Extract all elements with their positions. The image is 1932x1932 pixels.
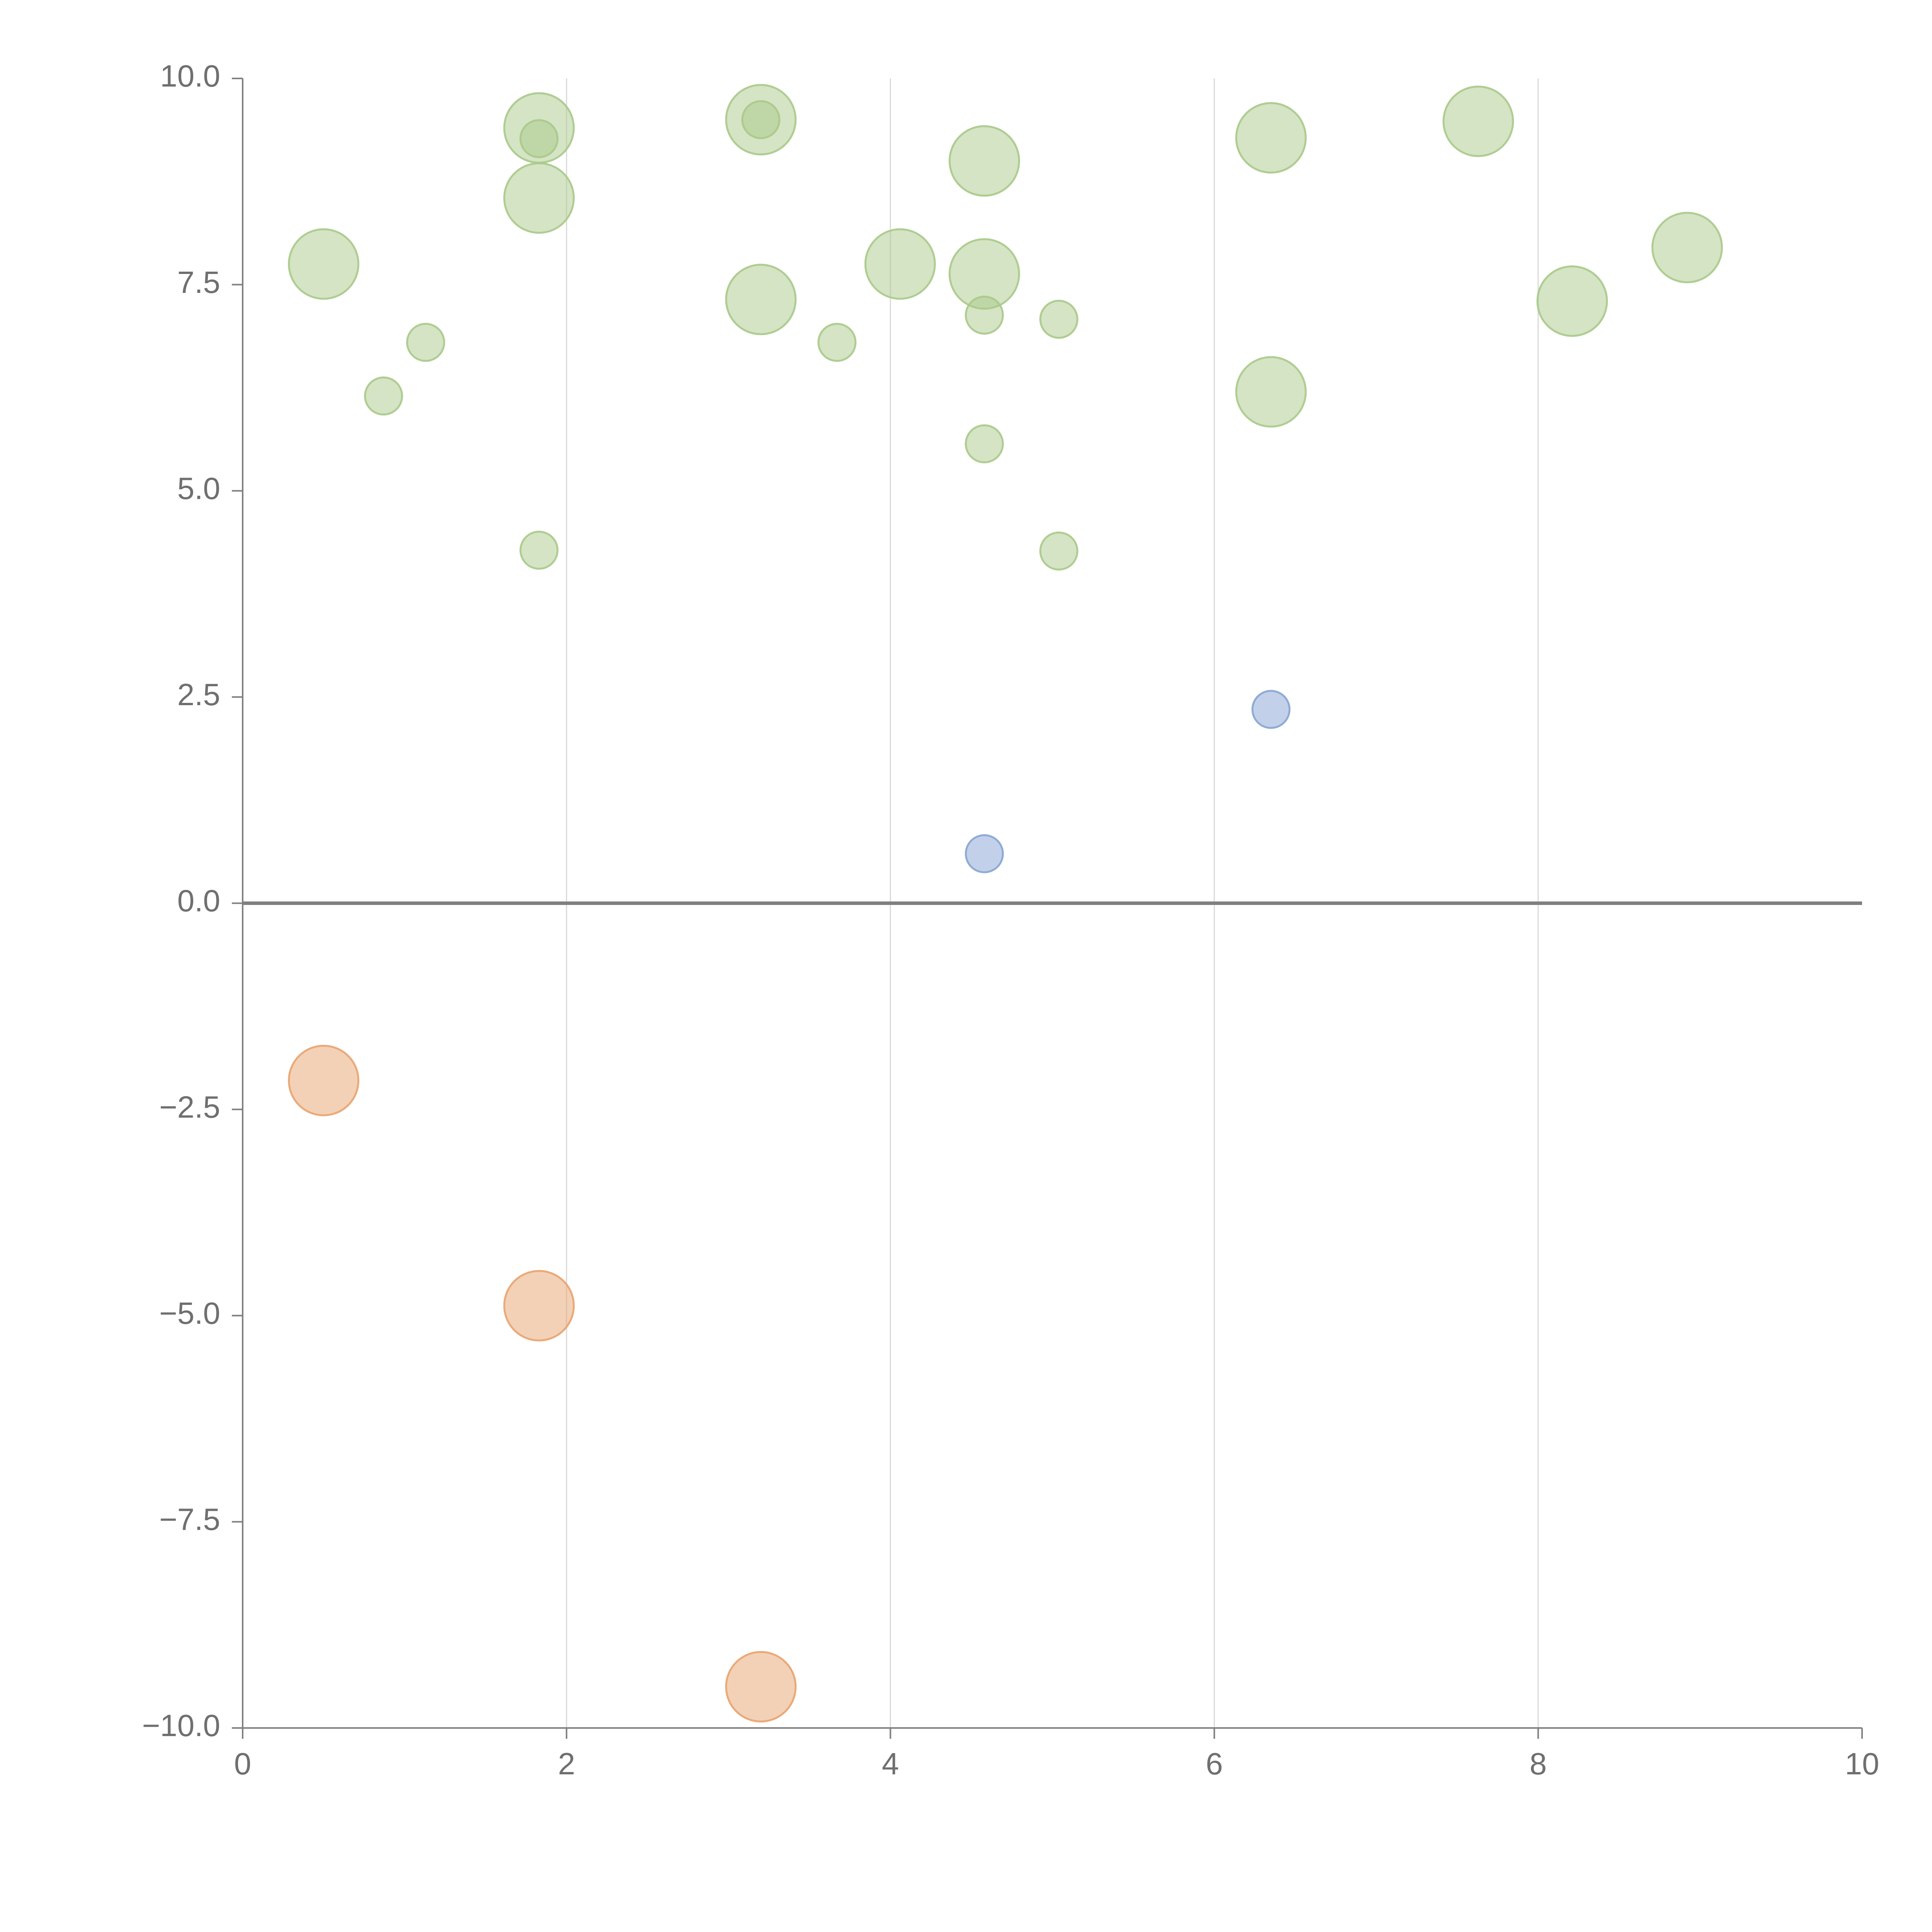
y-tick-label: 0.0 [177, 884, 220, 918]
green-point [1235, 102, 1307, 174]
green-point [1536, 265, 1608, 337]
axes [232, 78, 1863, 1739]
x-tick-label: 2 [558, 1747, 575, 1781]
green-point [503, 162, 575, 234]
orange-point [725, 1651, 797, 1723]
y-tick-label: 2.5 [177, 677, 220, 712]
x-tick-label: 0 [234, 1747, 252, 1781]
y-tick-label: −2.5 [159, 1090, 220, 1124]
green-point [964, 296, 1004, 335]
y-tick-label: −5.0 [159, 1296, 220, 1330]
x-tick-label: 10 [1845, 1747, 1879, 1781]
green-point [1235, 356, 1307, 428]
tick-labels: 10.0 7.5 5.0 2.5 0.0 −2.5 −5.0 −7.5 −10.0 0 2 4 6 8 10 [142, 59, 1879, 1781]
green-point [817, 323, 857, 362]
y-tick-label: 5.0 [177, 471, 220, 505]
green-point [725, 264, 797, 335]
green-point [406, 323, 446, 362]
y-tick-label: −7.5 [159, 1502, 220, 1537]
y-tick-label: 7.5 [177, 265, 220, 299]
green-point [364, 376, 403, 416]
orange-point [503, 1270, 575, 1342]
blue-point [1251, 690, 1291, 729]
data-points [288, 84, 1723, 1723]
green-point [1651, 212, 1723, 284]
y-tick-label: 10.0 [160, 59, 220, 93]
green-point [288, 228, 360, 300]
y-tick-label: −10.0 [142, 1708, 220, 1743]
green-point [741, 100, 781, 139]
x-tick-label: 6 [1206, 1747, 1223, 1781]
green-point [948, 125, 1020, 197]
green-point [519, 119, 559, 158]
green-point [964, 424, 1004, 464]
orange-point [288, 1044, 360, 1116]
green-point [519, 531, 559, 570]
x-tick-label: 8 [1530, 1747, 1547, 1781]
green-point [1442, 85, 1514, 157]
x-tick-label: 4 [882, 1747, 899, 1781]
green-point [1039, 531, 1078, 571]
blue-point [964, 834, 1004, 873]
green-point [864, 228, 936, 300]
green-point [1039, 299, 1078, 339]
